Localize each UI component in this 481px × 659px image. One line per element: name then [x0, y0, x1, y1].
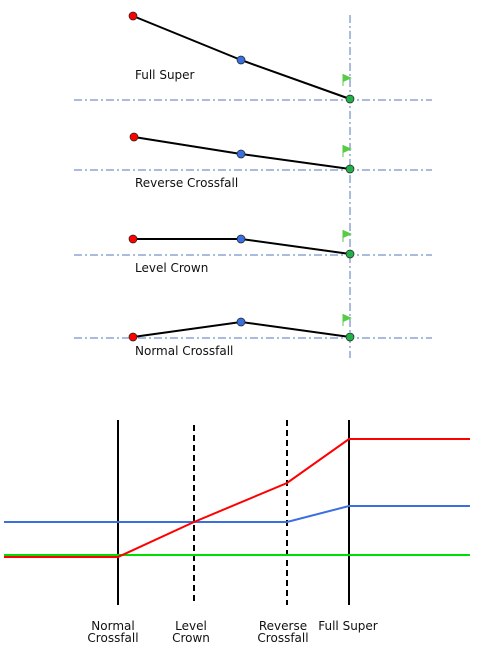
crown-point — [236, 317, 246, 327]
section-label: Level Crown — [135, 261, 208, 275]
left-edge-profile-line — [4, 438, 470, 558]
transition-label-line: Full Super — [318, 619, 378, 633]
crown-point — [236, 149, 246, 159]
section-full-super: Full Super — [74, 11, 432, 104]
crown-point — [236, 234, 246, 244]
flag-icon — [343, 74, 352, 82]
right-edge-point — [345, 164, 355, 174]
transition-label-line: Level — [175, 619, 207, 633]
right-edge-point — [345, 249, 355, 259]
crown-profile-line — [4, 505, 470, 523]
right-edge-point — [345, 94, 355, 104]
section-reverse-crossfall: Reverse Crossfall — [74, 132, 432, 190]
section-label: Normal Crossfall — [135, 344, 233, 358]
flag-icon — [343, 145, 352, 153]
transition-label-line: Crossfall — [257, 631, 308, 645]
transition-label-line: Reverse — [259, 619, 307, 633]
transition-label-line: Crown — [172, 631, 210, 645]
transition-label-line: Crossfall — [87, 631, 138, 645]
left-edge-point — [129, 132, 139, 142]
section-label: Full Super — [135, 68, 195, 82]
transition-label-line: Normal — [91, 619, 134, 633]
section-label: Reverse Crossfall — [135, 176, 238, 190]
right-edge-point — [345, 332, 355, 342]
left-edge-point — [128, 11, 138, 21]
flag-icon — [343, 314, 352, 322]
section-level-crown: Level Crown — [74, 230, 432, 275]
left-edge-point — [128, 332, 138, 342]
transition-chart: Normal Crossfall Level Crown Reverse Cro… — [4, 420, 470, 645]
left-edge-point — [128, 234, 138, 244]
section-normal-crossfall: Normal Crossfall — [74, 314, 432, 358]
flag-icon — [343, 230, 352, 238]
crown-point — [236, 55, 246, 65]
